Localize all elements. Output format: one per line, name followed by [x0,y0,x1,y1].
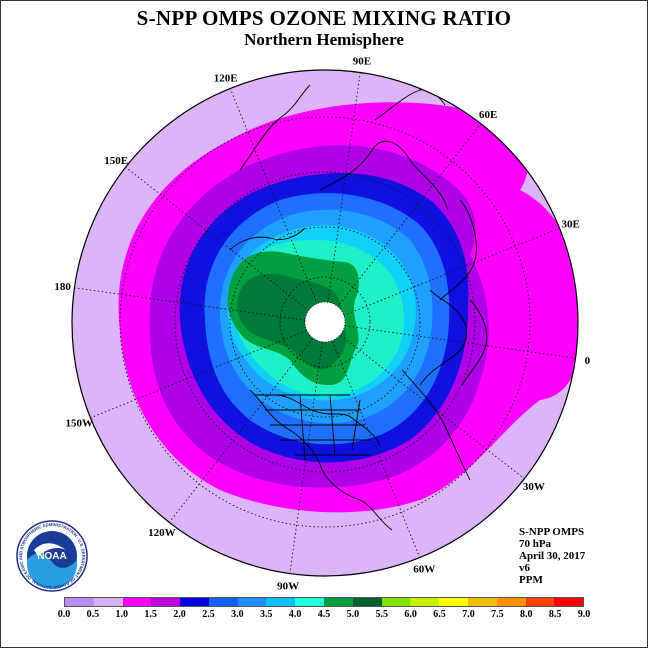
meridian [332,341,421,558]
meridian [289,342,323,574]
colorbar-tick-label: 6.0 [404,609,417,620]
meridian [168,338,314,523]
meridian [327,72,361,304]
noaa-logo-icon: NOAA NATIONAL OCEANIC AND ATMOSPHERIC AD… [16,520,88,592]
longitude-label: 30E [562,219,580,231]
graticule [74,72,576,574]
ozone-band-9 [237,273,347,370]
colorbar-swatch [554,598,584,606]
colorbar-tick-label: 7.5 [491,609,504,620]
logo-text: NOAA [37,551,66,562]
coastlines [229,84,488,531]
longitude-label: 60W [413,564,435,576]
colorbar-labels: 0.0 0.5 1.0 1.5 2.0 2.5 3.0 3.5 4.0 4.5 5.0 5.5 6.0 6… [0,609,648,623]
page-title: S-NPP OMPS OZONE MIXING RATIO [136,6,512,30]
info-block: S-NPP OMPS 70 hPa April 30, 2017 v6 PPM [519,526,585,586]
colorbar-swatch [467,598,497,606]
colorbar-tick-label: 7.0 [462,609,475,620]
colorbar-swatch [439,598,468,606]
polar-data-gap [304,301,346,343]
map-border [71,69,579,577]
meridian [74,287,306,321]
longitude-label: 60E [479,109,497,121]
info-date: April 30, 2017 [519,550,586,562]
colorbar-swatch [496,598,526,606]
colorbar-swatch [180,598,209,606]
longitude-labels: 90E 60E 30E 0 30W 60W 90W 120W 150W 180 150E 120E [54,56,590,593]
info-units: PPM [519,574,543,586]
longitude-label: 0 [585,355,591,367]
colorbar-tick-label: 8.5 [548,609,562,620]
longitude-label: 150W [66,417,94,429]
colorbar-tick-label: 1.0 [115,609,129,620]
meridian [125,166,310,312]
colorbar-swatch [208,598,238,606]
colorbar-swatch [266,598,296,606]
colorbar-tick-label: 2.0 [173,609,186,620]
longitude-label: 30W [523,481,545,493]
colorbar-swatch [525,598,555,606]
longitude-label: 180 [54,281,71,293]
meridian [344,325,576,359]
colorbar-tick-label: 4.5 [317,609,331,620]
longitude-label: 90W [277,580,299,592]
colorbar-swatch [237,598,267,606]
colorbar-swatch [151,598,181,606]
colorbar-swatch [381,598,411,606]
meridian [340,334,525,480]
colorbar-tick-label: 5.0 [346,609,360,620]
colorbar-swatch [93,598,123,606]
meridian [229,88,318,305]
colorbar-tick-label: 4.0 [288,609,302,620]
longitude-label: 90E [353,56,371,68]
meridian [90,330,307,419]
colorbar-swatch [122,598,152,606]
colorbar-tick-label: 3.5 [259,609,273,620]
colorbar-swatch [295,598,325,606]
colorbar-tick-label: 0.5 [86,609,100,620]
colorbar-swatch [324,598,353,606]
colorbar-swatch [352,598,382,606]
longitude-label: 120E [214,72,238,84]
colorbar-tick-label: 9.0 [577,609,591,620]
colorbar-tick-label: 6.5 [433,609,446,620]
colorbar-tick-label: 2.5 [202,609,215,620]
longitude-label: 150E [104,155,128,167]
colorbar-swatch [410,598,440,606]
colorbar-tick-label: 3.0 [231,609,244,620]
colorbar [64,597,584,607]
info-version: v6 [519,562,530,574]
page-subtitle: Northern Hemisphere [244,30,404,49]
meridian [343,227,560,316]
colorbar-tick-label: 8.0 [519,609,533,620]
info-level: 70 hPa [519,538,552,550]
colorbar-tick-label: 1.5 [144,609,157,620]
colorbar-tick-label: 0.0 [57,609,71,620]
longitude-label: 120W [148,527,176,539]
colorbar-tick-label: 5.5 [375,609,389,620]
meridian [336,123,482,308]
info-instrument: S-NPP OMPS [519,526,585,538]
colorbar-swatch [65,598,94,606]
